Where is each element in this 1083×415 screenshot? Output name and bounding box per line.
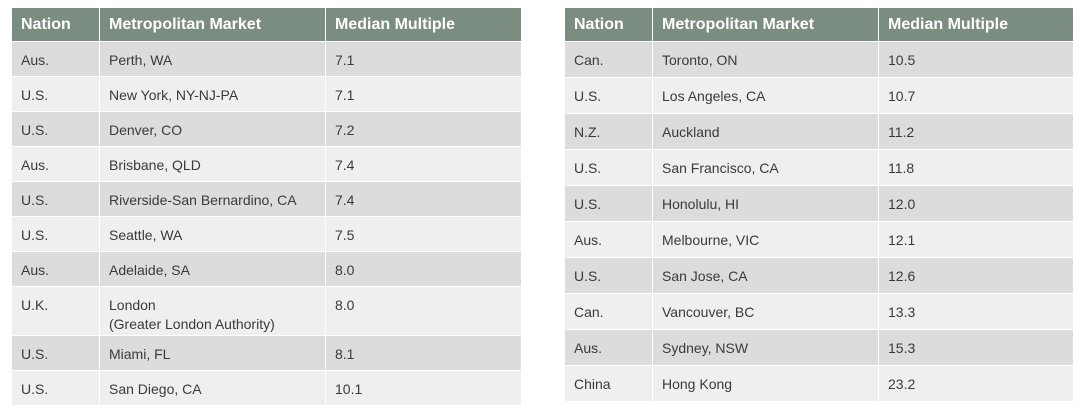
table-row: Aus. Perth, WA 7.1 bbox=[12, 41, 521, 76]
housing-affordability-table-left: Nation Metropolitan Market Median Multip… bbox=[12, 8, 521, 405]
market-cell: Perth, WA bbox=[100, 41, 326, 76]
market-cell: Hong Kong bbox=[653, 365, 879, 401]
nation-cell: U.S. bbox=[12, 335, 100, 370]
median-multiple-cell: 7.4 bbox=[326, 146, 521, 181]
table-row: U.K. London (Greater London Authority) 8… bbox=[12, 286, 521, 335]
median-multiple-cell: 8.0 bbox=[326, 251, 521, 286]
median-multiple-cell: 10.5 bbox=[879, 41, 1073, 77]
table-row: U.S. Seattle, WA 7.5 bbox=[12, 216, 521, 251]
table-row: U.S. San Jose, CA 12.6 bbox=[565, 257, 1073, 293]
median-multiple-cell: 12.1 bbox=[879, 221, 1073, 257]
market-cell: Denver, CO bbox=[100, 111, 326, 146]
nation-cell: U.S. bbox=[565, 149, 653, 185]
median-multiple-cell: 11.2 bbox=[879, 113, 1073, 149]
nation-cell: U.S. bbox=[12, 370, 100, 405]
nation-cell: U.S. bbox=[565, 77, 653, 113]
median-multiple-cell: 7.4 bbox=[326, 181, 521, 216]
housing-affordability-table-right: Nation Metropolitan Market Median Multip… bbox=[565, 8, 1073, 401]
market-cell: Los Angeles, CA bbox=[653, 77, 879, 113]
nation-column-header: Nation bbox=[565, 8, 653, 41]
median-multiple-cell: 12.6 bbox=[879, 257, 1073, 293]
table-row: Aus. Sydney, NSW 15.3 bbox=[565, 329, 1073, 365]
nation-cell: U.S. bbox=[565, 185, 653, 221]
market-cell: Seattle, WA bbox=[100, 216, 326, 251]
market-cell: San Jose, CA bbox=[653, 257, 879, 293]
median-multiple-column-header: Median Multiple bbox=[326, 8, 521, 41]
market-cell: Melbourne, VIC bbox=[653, 221, 879, 257]
market-cell: Miami, FL bbox=[100, 335, 326, 370]
table-row: U.S. Honolulu, HI 12.0 bbox=[565, 185, 1073, 221]
market-cell: Sydney, NSW bbox=[653, 329, 879, 365]
median-multiple-cell: 15.3 bbox=[879, 329, 1073, 365]
market-column-header: Metropolitan Market bbox=[653, 8, 879, 41]
market-cell: London (Greater London Authority) bbox=[100, 286, 326, 335]
market-cell: Honolulu, HI bbox=[653, 185, 879, 221]
table-row: U.S. Denver, CO 7.2 bbox=[12, 111, 521, 146]
market-cell: San Francisco, CA bbox=[653, 149, 879, 185]
nation-cell: Aus. bbox=[12, 41, 100, 76]
table-row: U.S. San Diego, CA 10.1 bbox=[12, 370, 521, 405]
market-name: London bbox=[109, 297, 156, 313]
nation-cell: U.S. bbox=[12, 76, 100, 111]
nation-cell: U.S. bbox=[565, 257, 653, 293]
table-row: U.S. Riverside-San Bernardino, CA 7.4 bbox=[12, 181, 521, 216]
nation-cell: Aus. bbox=[12, 146, 100, 181]
table-row: Aus. Adelaide, SA 8.0 bbox=[12, 251, 521, 286]
table-row: U.S. New York, NY-NJ-PA 7.1 bbox=[12, 76, 521, 111]
nation-cell: U.S. bbox=[12, 181, 100, 216]
median-multiple-cell: 8.0 bbox=[326, 286, 521, 335]
table-row: U.S. Miami, FL 8.1 bbox=[12, 335, 521, 370]
market-cell: Adelaide, SA bbox=[100, 251, 326, 286]
nation-cell: U.K. bbox=[12, 286, 100, 335]
table-row: U.S. Los Angeles, CA 10.7 bbox=[565, 77, 1073, 113]
table-header-row: Nation Metropolitan Market Median Multip… bbox=[12, 8, 521, 41]
median-multiple-cell: 7.1 bbox=[326, 76, 521, 111]
median-multiple-cell: 13.3 bbox=[879, 293, 1073, 329]
table-header-row: Nation Metropolitan Market Median Multip… bbox=[565, 8, 1073, 41]
median-multiple-cell: 8.1 bbox=[326, 335, 521, 370]
market-cell: Toronto, ON bbox=[653, 41, 879, 77]
nation-cell: U.S. bbox=[12, 216, 100, 251]
median-multiple-cell: 11.8 bbox=[879, 149, 1073, 185]
market-cell: Auckland bbox=[653, 113, 879, 149]
median-multiple-cell: 10.7 bbox=[879, 77, 1073, 113]
nation-cell: Aus. bbox=[565, 221, 653, 257]
nation-cell: Aus. bbox=[565, 329, 653, 365]
table-row: U.S. San Francisco, CA 11.8 bbox=[565, 149, 1073, 185]
median-multiple-cell: 23.2 bbox=[879, 365, 1073, 401]
nation-cell: China bbox=[565, 365, 653, 401]
nation-cell: Aus. bbox=[12, 251, 100, 286]
nation-column-header: Nation bbox=[12, 8, 100, 41]
market-cell: San Diego, CA bbox=[100, 370, 326, 405]
table-row: Can. Toronto, ON 10.5 bbox=[565, 41, 1073, 77]
market-cell: New York, NY-NJ-PA bbox=[100, 76, 326, 111]
median-multiple-cell: 7.1 bbox=[326, 41, 521, 76]
median-multiple-cell: 10.1 bbox=[326, 370, 521, 405]
table-row: N.Z. Auckland 11.2 bbox=[565, 113, 1073, 149]
market-authority-note: (Greater London Authority) bbox=[109, 316, 275, 332]
market-column-header: Metropolitan Market bbox=[100, 8, 326, 41]
nation-cell: N.Z. bbox=[565, 113, 653, 149]
nation-cell: U.S. bbox=[12, 111, 100, 146]
market-cell: Riverside-San Bernardino, CA bbox=[100, 181, 326, 216]
table-row: Can. Vancouver, BC 13.3 bbox=[565, 293, 1073, 329]
market-cell: Brisbane, QLD bbox=[100, 146, 326, 181]
table-row: Aus. Brisbane, QLD 7.4 bbox=[12, 146, 521, 181]
nation-cell: Can. bbox=[565, 41, 653, 77]
table-row: Aus. Melbourne, VIC 12.1 bbox=[565, 221, 1073, 257]
market-cell: Vancouver, BC bbox=[653, 293, 879, 329]
nation-cell: Can. bbox=[565, 293, 653, 329]
median-multiple-column-header: Median Multiple bbox=[879, 8, 1073, 41]
median-multiple-cell: 7.5 bbox=[326, 216, 521, 251]
median-multiple-cell: 12.0 bbox=[879, 185, 1073, 221]
table-row: China Hong Kong 23.2 bbox=[565, 365, 1073, 401]
median-multiple-cell: 7.2 bbox=[326, 111, 521, 146]
